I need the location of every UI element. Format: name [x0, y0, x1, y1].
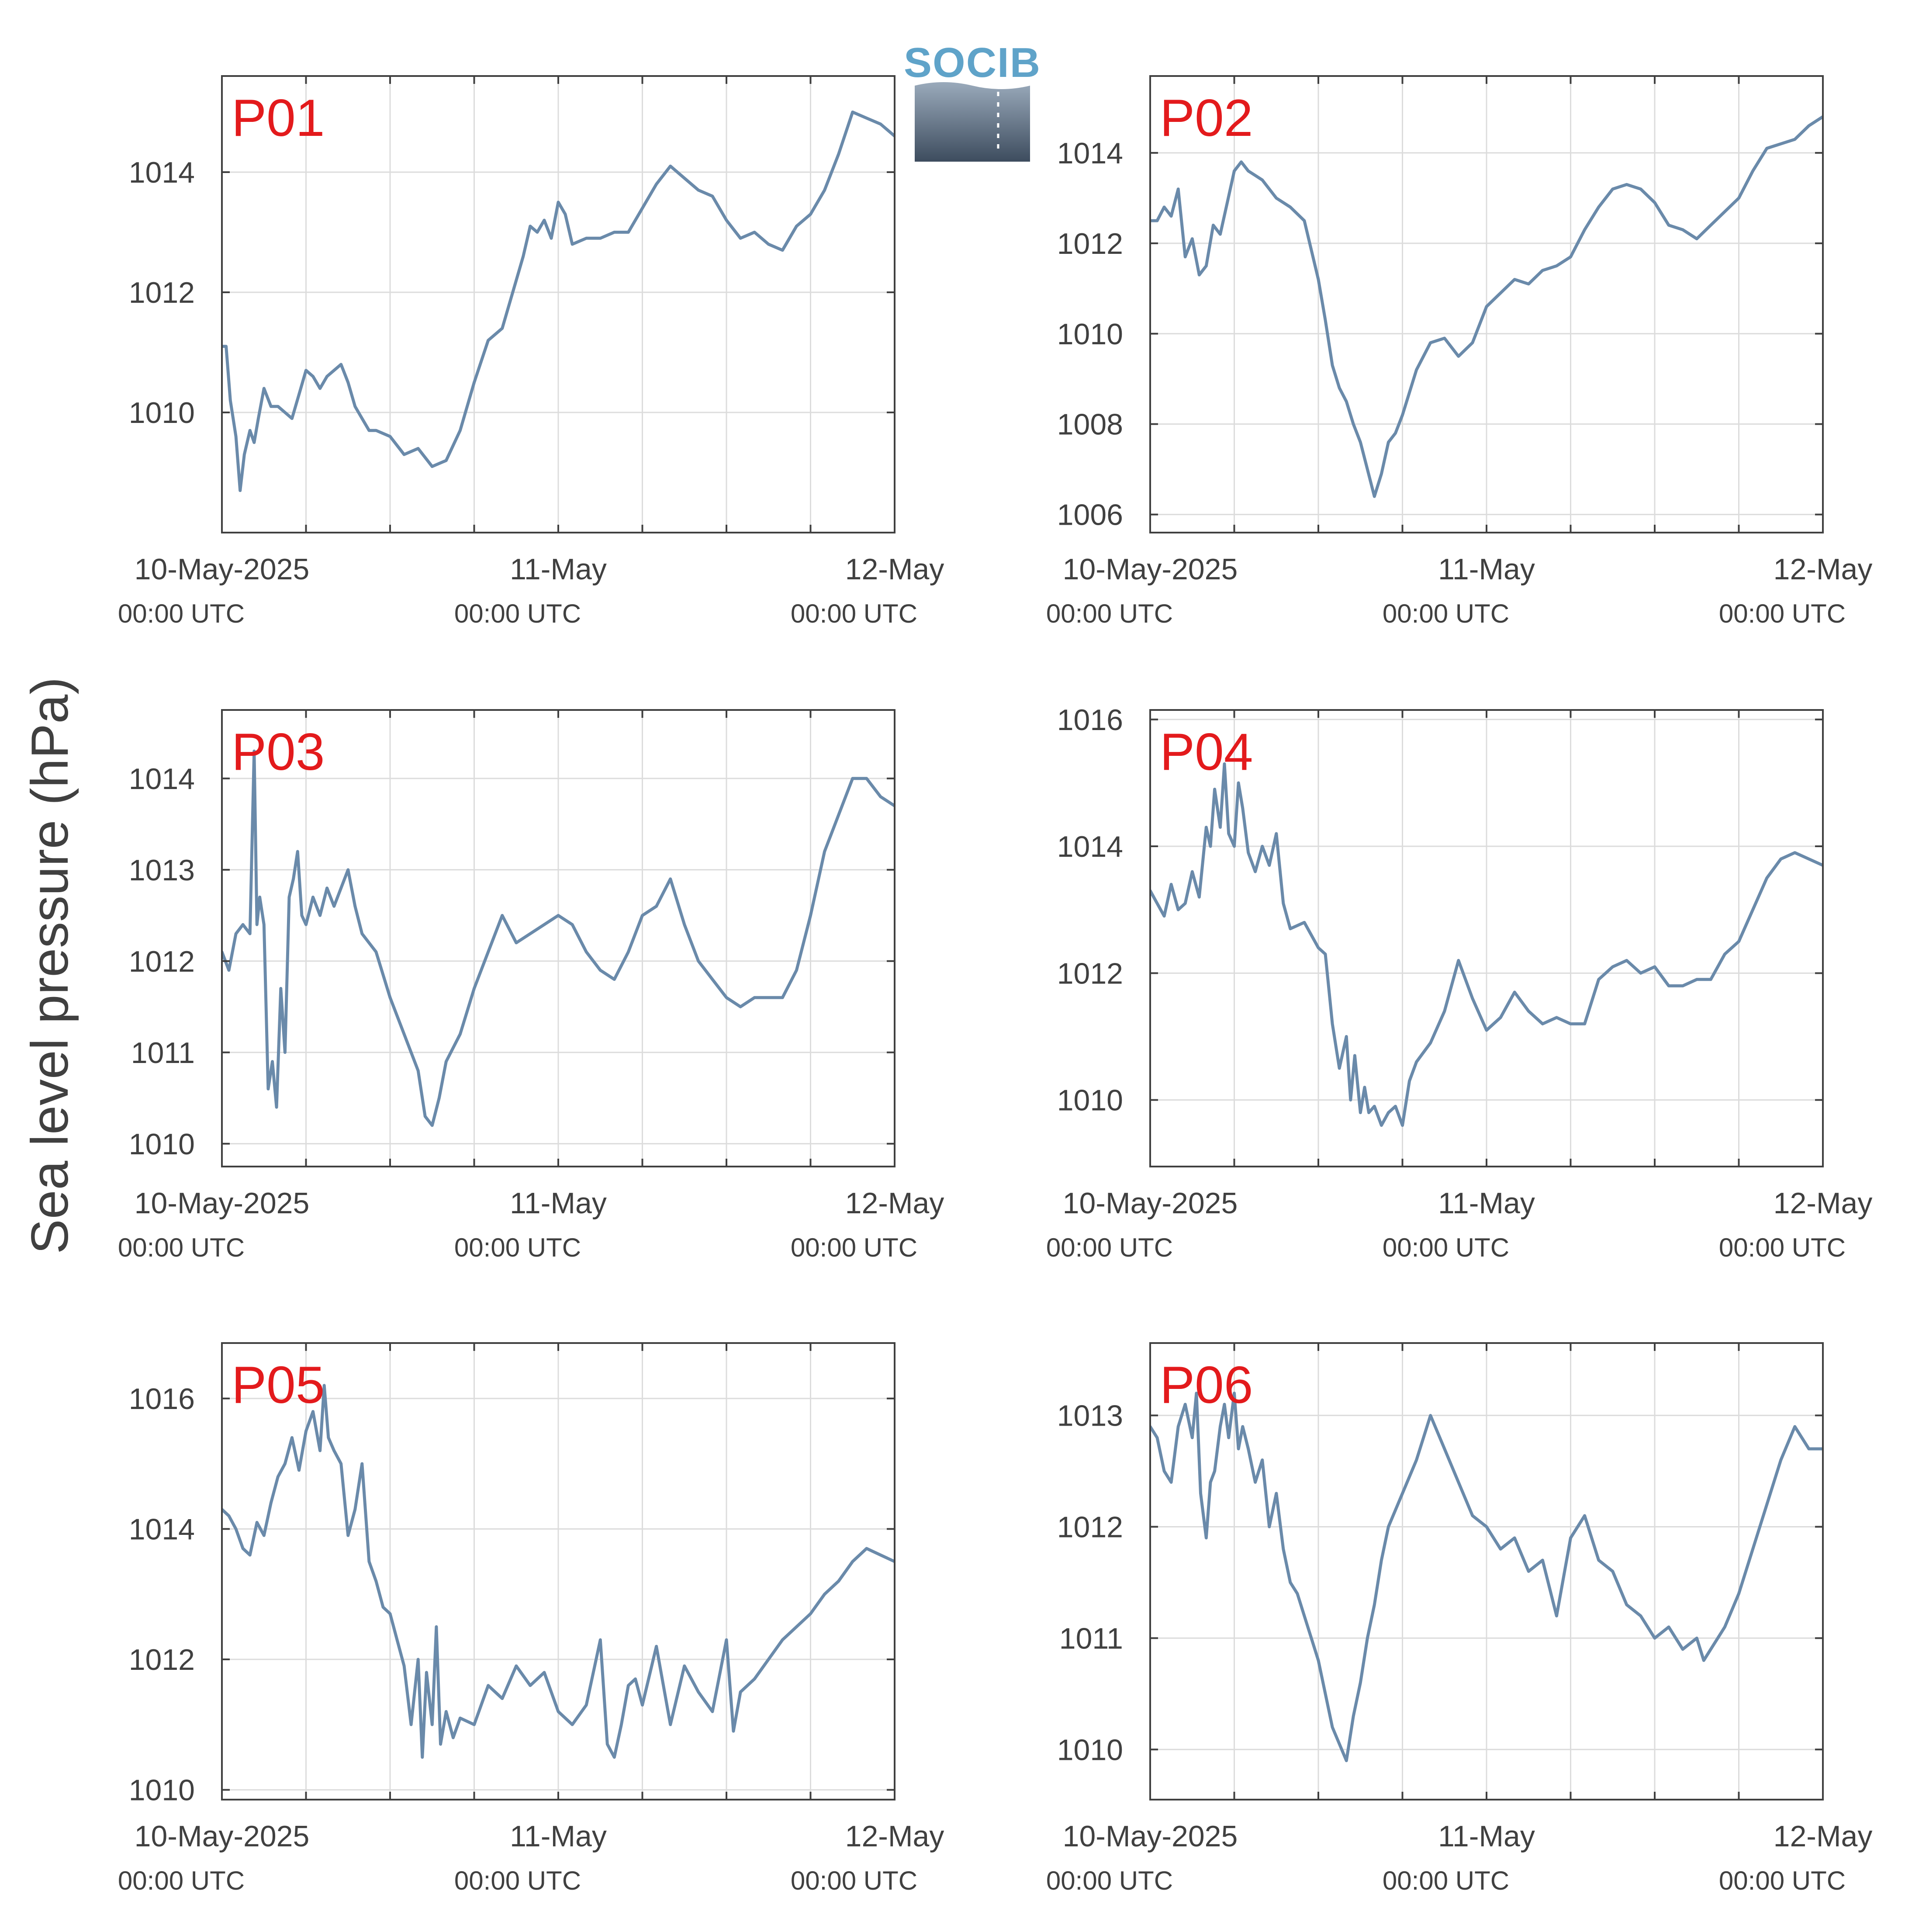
x-tick-label-date: 10-May-2025 [1063, 553, 1238, 586]
x-tick-label-date: 12-May [1774, 1820, 1873, 1853]
y-tick-label: 1012 [1057, 957, 1123, 990]
chart-panel-p02: 1006 1008 1010 1012 1014 10-May-2025 00:00 UTC… [1046, 75, 1873, 628]
x-tick-label-time: 00:00 UTC [1046, 1233, 1173, 1262]
x-tick-label-date: 10-May-2025 [1063, 1820, 1238, 1853]
y-tick-label: 1011 [131, 1036, 195, 1070]
y-tick-label: 1014 [129, 762, 195, 796]
x-tick-label-date: 12-May [1774, 1187, 1873, 1220]
x-tick-label-time: 00:00 UTC [791, 1866, 917, 1895]
x-tick-label-date: 10-May-2025 [135, 1187, 310, 1220]
y-tick-label: 1012 [1057, 1511, 1123, 1544]
x-tick-label-date: 10-May-2025 [135, 1820, 310, 1853]
x-tick-label-date: 11-May [1438, 553, 1535, 586]
y-tick-label: 1008 [1057, 408, 1123, 441]
x-tick-label-date: 10-May-2025 [1063, 1187, 1238, 1220]
series-line-p06 [1150, 1392, 1823, 1762]
series-line-p04 [1150, 762, 1823, 1127]
x-tick-label-date: 12-May [1774, 553, 1873, 586]
y-tick-label: 1013 [1057, 1399, 1123, 1433]
x-tick-label-date: 10-May-2025 [135, 553, 310, 586]
panel-label: P02 [1160, 89, 1253, 147]
panel-label: P06 [1160, 1356, 1253, 1414]
x-tick-label-time: 00:00 UTC [1383, 1233, 1509, 1262]
x-tick-label-date: 12-May [845, 553, 944, 586]
x-tick-label-time: 00:00 UTC [1046, 599, 1173, 628]
x-tick-label-time: 00:00 UTC [454, 1866, 581, 1895]
chart-panel-p06: 1010 1011 1012 1013 10-May-2025 00:00 UTC 11-M… [1046, 1342, 1873, 1895]
y-tick-label: 1010 [1057, 1084, 1123, 1117]
chart-grid: 1010 1012 1014 10-May-2025 00:00 UTC 11-May 00… [118, 75, 1873, 1895]
x-tick-label-time: 00:00 UTC [1719, 1233, 1846, 1262]
x-tick-label-time: 00:00 UTC [1383, 1866, 1509, 1895]
chart-panel-p03: 1010 1011 1012 1013 1014 10-May-2025 00:00 UTC… [118, 709, 944, 1262]
panel-label: P04 [1160, 723, 1253, 781]
series-line-p05 [222, 1384, 895, 1759]
y-tick-label: 1006 [1057, 499, 1123, 532]
x-tick-label-date: 11-May [1438, 1820, 1535, 1853]
series-line-p03 [222, 749, 895, 1127]
x-tick-label-time: 00:00 UTC [1719, 599, 1846, 628]
y-tick-label: 1012 [129, 1643, 195, 1676]
x-tick-label-time: 00:00 UTC [791, 599, 917, 628]
x-tick-label-date: 12-May [845, 1187, 944, 1220]
x-tick-label-time: 00:00 UTC [454, 1233, 581, 1262]
panel-label: P05 [232, 1356, 325, 1414]
x-tick-label-time: 00:00 UTC [454, 599, 581, 628]
chart-panel-p04: 1010 1012 1014 1016 10-May-2025 00:00 UTC 11-M… [1046, 703, 1872, 1262]
x-tick-label-date: 11-May [510, 553, 607, 586]
x-tick-label-date: 11-May [510, 1820, 607, 1853]
series-line-p01 [222, 111, 895, 492]
y-tick-label: 1014 [129, 1513, 195, 1546]
y-tick-label: 1012 [129, 945, 195, 978]
x-tick-label-time: 00:00 UTC [1383, 599, 1509, 628]
chart-panel-p01: 1010 1012 1014 10-May-2025 00:00 UTC 11-May 00… [118, 75, 944, 628]
y-tick-label: 1011 [1059, 1622, 1123, 1655]
y-tick-label: 1012 [1057, 227, 1123, 260]
y-tick-label: 1012 [129, 276, 195, 309]
y-tick-label: 1010 [129, 1774, 195, 1807]
chart-panel-p05: 1010 1012 1014 1016 10-May-2025 00:00 UTC 11-M… [118, 1342, 944, 1895]
panel-label: P03 [232, 723, 325, 781]
y-tick-label: 1016 [1057, 703, 1123, 737]
x-tick-label-date: 11-May [510, 1187, 607, 1220]
y-tick-label: 1014 [1057, 137, 1123, 170]
socib-logo-text: SOCIB [904, 39, 1041, 86]
panel-label: P01 [232, 89, 325, 147]
y-tick-label: 1014 [1057, 830, 1123, 863]
y-tick-label: 1010 [1057, 1733, 1123, 1766]
y-tick-label: 1016 [129, 1382, 195, 1416]
series-line-p02 [1150, 115, 1823, 498]
socib-logo: SOCIB [904, 39, 1041, 162]
y-tick-label: 1010 [1057, 318, 1123, 351]
x-tick-label-date: 12-May [845, 1820, 944, 1853]
y-tick-label: 1013 [129, 854, 195, 887]
x-tick-label-time: 00:00 UTC [1046, 1866, 1173, 1895]
x-tick-label-date: 11-May [1438, 1187, 1535, 1220]
x-tick-label-time: 00:00 UTC [118, 599, 245, 628]
socib-logo-icon [915, 82, 1030, 162]
x-tick-label-time: 00:00 UTC [118, 1866, 245, 1895]
x-tick-label-time: 00:00 UTC [791, 1233, 917, 1262]
y-tick-label: 1010 [129, 396, 195, 429]
y-axis-label: Sea level pressure (hPa) [21, 677, 79, 1254]
y-tick-label: 1014 [129, 156, 195, 189]
y-tick-label: 1010 [129, 1128, 195, 1161]
x-tick-label-time: 00:00 UTC [118, 1233, 245, 1262]
x-tick-label-time: 00:00 UTC [1719, 1866, 1846, 1895]
